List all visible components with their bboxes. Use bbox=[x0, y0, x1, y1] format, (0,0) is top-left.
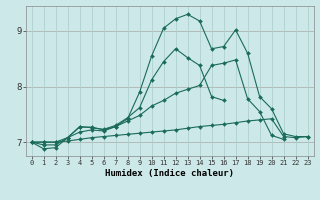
X-axis label: Humidex (Indice chaleur): Humidex (Indice chaleur) bbox=[105, 169, 234, 178]
